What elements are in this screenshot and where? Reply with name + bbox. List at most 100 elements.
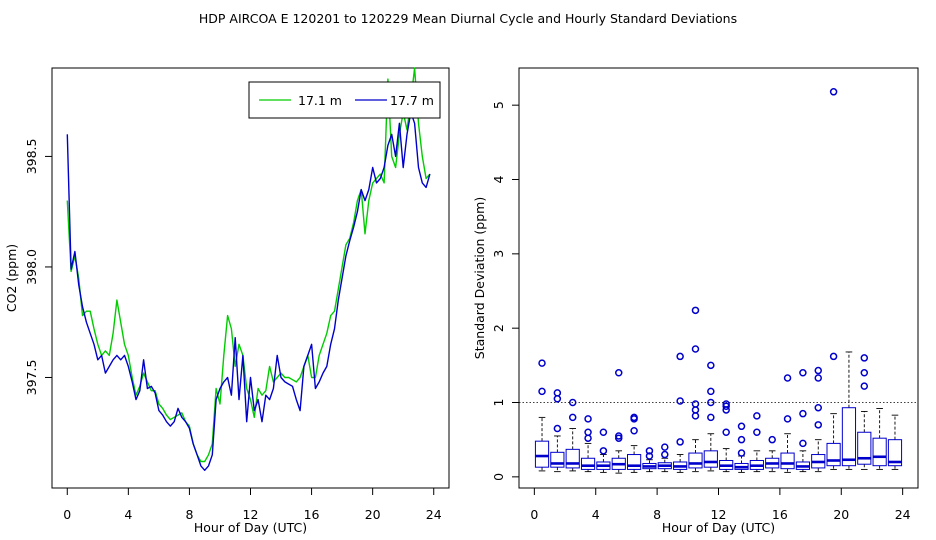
outlier-9-5-0 (676, 438, 684, 446)
right-y-tick-label-5: 5 (491, 101, 506, 109)
box-hour-17-5 (795, 369, 811, 473)
outlier-16-5-1 (783, 374, 792, 382)
right-x-tick-label-20: 20 (833, 507, 849, 522)
box-hour-18-5 (811, 366, 826, 473)
left-y-tick-label-397-5: 397.5 (24, 360, 39, 396)
box-hour-16-5 (780, 374, 795, 473)
right-x-axis-label: Hour of Day (UTC) (662, 520, 775, 535)
outlier-14-5-0 (753, 428, 761, 436)
outlier-18-5-1 (814, 403, 822, 412)
outlier-9-5-1 (676, 397, 684, 405)
outlier-16-5-0 (783, 415, 792, 423)
box-hour-19-5 (826, 88, 841, 470)
outlier-15-5-0 (768, 435, 776, 444)
outlier-11-5-1 (707, 398, 715, 407)
box-hour-13-5 (734, 422, 749, 473)
left-series-group (66, 67, 431, 471)
box-iqr-20-5 (841, 407, 857, 467)
box-hour-1-5 (550, 389, 565, 473)
box-iqr-16-5 (780, 452, 795, 470)
left-y-axis-label: CO2 (ppm) (4, 244, 19, 312)
outlier-7-5-0 (645, 452, 654, 460)
right-x-tick-label-4: 4 (592, 507, 600, 522)
right-y-axis-label: Standard Deviation (ppm) (472, 197, 487, 359)
box-hour-22-5 (872, 408, 887, 470)
right-x-tick-label-12: 12 (711, 507, 727, 522)
right-y-tick-label-3: 3 (491, 250, 506, 258)
outlier-12-5-0 (722, 428, 730, 436)
right-y-tick-label-4: 4 (491, 175, 506, 183)
boxplot-group (534, 88, 903, 474)
box-iqr-10-5 (688, 452, 703, 469)
right-y-tick-label-1: 1 (491, 399, 506, 407)
outlier-0-5-0 (538, 387, 546, 396)
box-hour-3-5 (580, 415, 596, 473)
left-panel: 0 4 8 12 16 20 24 397.5 398.0 398.5 Hour of Day … (4, 67, 450, 535)
outlier-11-5-2 (707, 387, 715, 396)
outlier-5-5-1 (615, 432, 623, 440)
outlier-18-5-2 (814, 374, 822, 382)
right-x-axis: 0 4 8 12 16 20 24 (530, 487, 911, 522)
outlier-21-5-0 (860, 382, 869, 390)
box-iqr-6-5 (626, 454, 642, 470)
box-iqr-0-5 (534, 440, 550, 468)
outlier-0-5-1 (538, 359, 546, 367)
box-hour-0-5 (534, 359, 550, 472)
outlier-11-5-3 (707, 361, 715, 370)
box-hour-5-5 (611, 369, 626, 474)
left-y-tick-label-398-5: 398.5 (24, 139, 39, 175)
outlier-19-5-1 (829, 88, 838, 96)
left-y-axis: 397.5 398.0 398.5 (24, 139, 53, 396)
outlier-2-5-0 (568, 413, 577, 422)
outlier-10-5-2 (691, 400, 700, 408)
box-iqr-19-5 (826, 442, 841, 467)
outlier-19-5-0 (829, 352, 838, 361)
box-hour-10-5 (688, 306, 703, 473)
box-iqr-1-5 (550, 451, 565, 468)
left-x-tick-label-0: 0 (63, 507, 71, 522)
box-hour-15-5 (765, 435, 780, 473)
outlier-11-5-0 (707, 413, 715, 422)
outlier-17-5-2 (799, 369, 807, 377)
left-x-tick-label-12: 12 (243, 507, 259, 522)
right-y-tick-label-0: 0 (491, 473, 506, 481)
box-hour-8-5 (657, 443, 672, 473)
outlier-6-5-2 (630, 413, 638, 422)
box-hour-6-5 (626, 413, 642, 473)
box-hour-9-5 (673, 352, 688, 473)
box-hour-23-5 (887, 414, 903, 470)
left-x-axis: 0 4 8 12 16 20 24 (63, 487, 442, 522)
left-x-tick-label-4: 4 (124, 507, 132, 522)
left-x-tick-label-24: 24 (426, 507, 442, 522)
figure-title: HDP AIRCOA E 120201 to 120229 Mean Diurn… (199, 11, 737, 26)
outlier-7-5-1 (645, 447, 654, 455)
box-iqr-3-5 (580, 457, 596, 470)
outlier-17-5-1 (799, 409, 807, 418)
outlier-8-5-0 (661, 450, 669, 459)
outlier-17-5-0 (799, 439, 807, 448)
outlier-13-5-0 (737, 449, 746, 457)
outlier-21-5-2 (860, 354, 869, 362)
right-x-tick-label-0: 0 (530, 507, 538, 522)
right-x-tick-label-16: 16 (772, 507, 788, 522)
box-iqr-21-5 (857, 431, 872, 465)
outlier-5-5-2 (615, 369, 623, 377)
right-y-tick-label-2: 2 (491, 324, 506, 332)
outlier-13-5-1 (737, 435, 746, 444)
outlier-3-5-2 (584, 415, 592, 423)
outlier-1-5-2 (553, 389, 562, 397)
outlier-12-5-3 (722, 400, 730, 408)
box-iqr-11-5 (703, 450, 718, 468)
box-hour-14-5 (749, 412, 764, 473)
legend-label-17-7m: 17.7 m (390, 93, 434, 108)
left-x-axis-label: Hour of Day (UTC) (194, 520, 307, 535)
outlier-6-5-0 (630, 427, 638, 435)
legend-label-17-1m: 17.1 m (298, 93, 342, 108)
outlier-10-5-4 (691, 306, 700, 315)
box-iqr-22-5 (872, 437, 887, 467)
box-iqr-23-5 (887, 439, 903, 467)
box-hour-21-5 (857, 354, 872, 470)
right-x-tick-label-8: 8 (653, 507, 661, 522)
